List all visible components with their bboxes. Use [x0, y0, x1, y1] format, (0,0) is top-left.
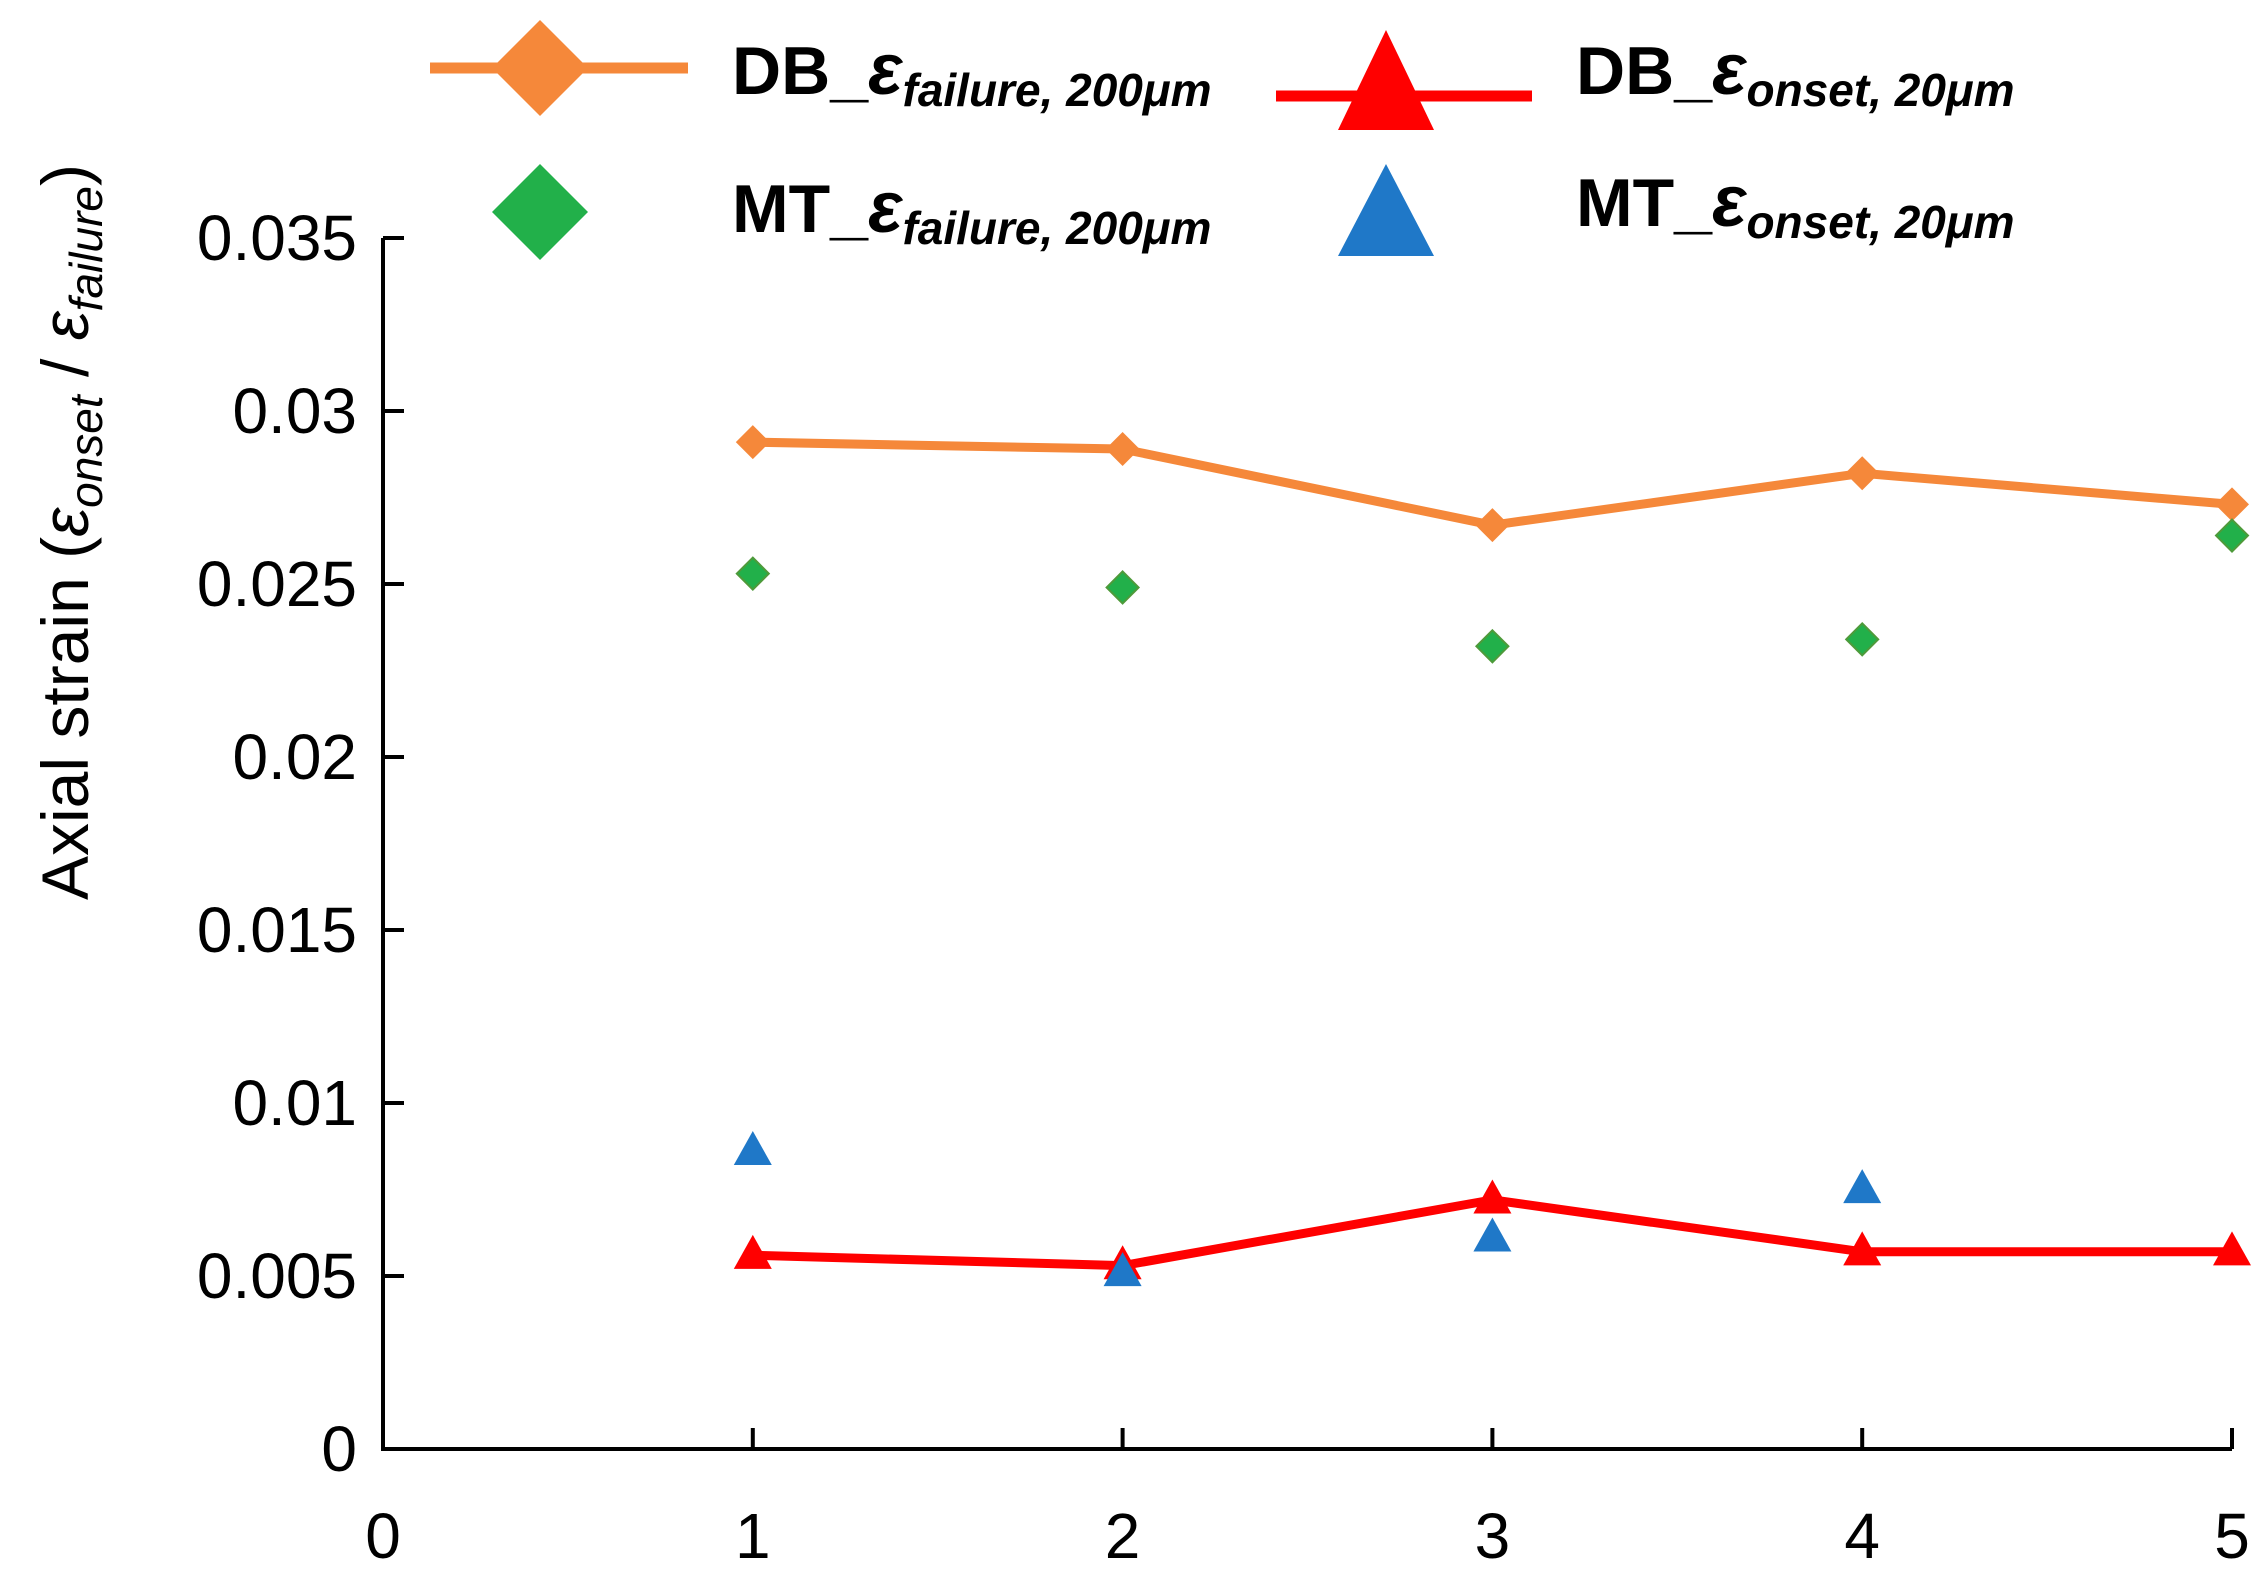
legend-item-db-onset: DB_εonset, 20μm — [1276, 30, 2015, 130]
y-tick-label: 0.035 — [197, 202, 357, 274]
y-tick-group: 0 0.005 0.01 0.015 0.02 0.025 0.03 0.035 — [197, 202, 404, 1485]
data-point-1 — [733, 1234, 772, 1269]
data-point-2 — [1844, 621, 1880, 657]
y-tick-label: 0.005 — [197, 1240, 357, 1312]
x-tick-label: 0 — [365, 1500, 401, 1572]
data-point-1 — [2213, 1231, 2251, 1266]
x-tick-group: 0 1 2 3 4 5 — [365, 1428, 2250, 1572]
data-point-1 — [1843, 1231, 1882, 1266]
legend-diamond-db-failure — [492, 20, 588, 116]
y-tick-label: 0.01 — [232, 1067, 357, 1139]
data-point-2 — [1105, 570, 1141, 605]
legend-label-mt-onset: MT_εonset, 20μm — [1576, 162, 2015, 248]
data-point-3 — [733, 1131, 772, 1166]
x-tick-label: 5 — [2214, 1500, 2250, 1572]
data-point-0 — [2215, 487, 2249, 522]
data-point-0 — [1845, 456, 1880, 491]
legend-item-mt-failure: MT_εfailure, 200μm — [492, 164, 1211, 260]
y-axis-label: Axial strain (εonset / εfailure) — [28, 164, 112, 900]
legend-label-db-failure: DB_εfailure, 200μm — [732, 30, 1212, 116]
y-tick-label: 0.02 — [232, 721, 357, 793]
data-point-2 — [735, 556, 771, 592]
legend-label-mt-failure: MT_εfailure, 200μm — [732, 168, 1211, 254]
legend-triangle-mt-onset — [1338, 164, 1434, 256]
legend-label-db-onset: DB_εonset, 20μm — [1576, 30, 2015, 116]
x-tick-label: 4 — [1844, 1500, 1880, 1572]
legend: DB_εfailure, 200μm DB_εonset, 20μm MT_εf… — [430, 20, 2015, 260]
y-tick-label: 0.015 — [197, 894, 357, 966]
data-point-2 — [2214, 518, 2250, 553]
y-tick-label: 0.025 — [197, 548, 357, 620]
legend-item-mt-onset: MT_εonset, 20μm — [1338, 162, 2015, 256]
legend-diamond-mt-failure — [492, 164, 588, 260]
data-point-0 — [1475, 508, 1510, 543]
y-tick-label: 0 — [321, 1413, 357, 1485]
series-lines — [752, 437, 2233, 1271]
legend-item-db-failure: DB_εfailure, 200μm — [430, 20, 1212, 116]
legend-triangle-db-onset — [1338, 30, 1434, 130]
series-markers — [733, 425, 2251, 1287]
data-point-3 — [1103, 1252, 1142, 1287]
x-tick-label: 1 — [735, 1500, 771, 1572]
data-point-0 — [735, 425, 770, 460]
data-point-1 — [1473, 1179, 1512, 1214]
y-tick-label: 0.03 — [232, 375, 357, 447]
x-tick-label: 3 — [1475, 1500, 1511, 1572]
data-point-3 — [1843, 1169, 1882, 1204]
data-point-0 — [1105, 432, 1140, 467]
x-tick-label: 2 — [1105, 1500, 1141, 1572]
data-point-2 — [1474, 628, 1510, 664]
data-point-3 — [1473, 1217, 1512, 1252]
